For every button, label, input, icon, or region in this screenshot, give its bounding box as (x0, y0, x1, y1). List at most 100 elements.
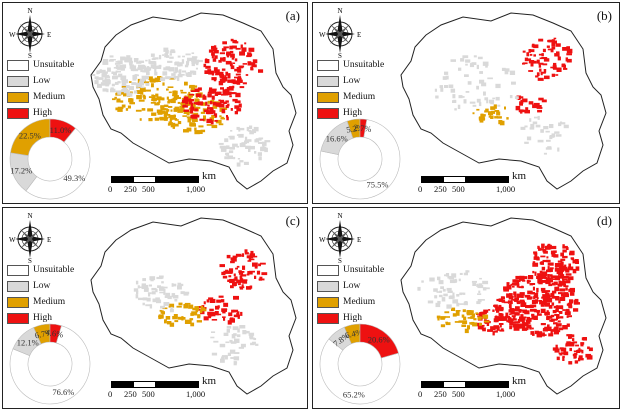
suitability-patch-low (94, 80, 99, 85)
suitability-patch-low (104, 76, 111, 79)
suitability-patch-low (237, 158, 241, 160)
suitability-patch-high (565, 287, 568, 291)
suitability-patch-high (529, 49, 535, 53)
suitability-patch-medium (160, 310, 164, 314)
suitability-patch-high (512, 286, 515, 288)
suitability-patch-high (563, 285, 569, 288)
plateau-outline (400, 12, 607, 190)
legend-label-high: High (343, 108, 362, 118)
legend-swatch-high (317, 312, 339, 324)
suitability-patch-high (519, 101, 523, 106)
suitability-patch-high (216, 299, 222, 303)
suitability-patch-high (512, 323, 519, 328)
legend-item-high: High (317, 311, 384, 325)
suitability-patch-high (211, 52, 215, 56)
suitability-patch-high (505, 312, 509, 317)
suitability-patch-low (497, 104, 501, 107)
suitability-patch-low (116, 70, 121, 73)
legend-item-low: Low (317, 74, 384, 88)
suitability-patch-high (492, 331, 495, 336)
suitability-patch-high (234, 58, 238, 62)
compass-n: N (337, 7, 342, 15)
suitability-patch-medium (135, 109, 142, 112)
suitability-patch-high (580, 358, 584, 361)
suitability-patch-medium (139, 87, 146, 92)
suitability-patch-high (560, 258, 566, 261)
scale-tick: 500 (452, 389, 465, 399)
suitability-patch-high (252, 262, 258, 267)
suitability-patch-high (214, 55, 218, 59)
suitability-patch-high (581, 349, 584, 354)
suitability-patch-low (99, 69, 106, 73)
suitability-patch-low (473, 55, 477, 58)
suitability-patch-high (546, 256, 549, 259)
suitability-patch-high (526, 320, 530, 324)
suitability-patch-high (520, 112, 523, 114)
suitability-patch-low (437, 300, 441, 304)
suitability-patch-low (191, 52, 195, 54)
suitability-patch-high (547, 324, 550, 329)
suitability-patch-medium (477, 316, 482, 320)
suitability-patch-high (519, 317, 525, 322)
suitability-patch-high (527, 58, 532, 61)
suitability-patch-low (96, 72, 99, 75)
suitability-patch-high (534, 308, 537, 312)
suitability-patch-high (498, 304, 502, 307)
suitability-patch-high (566, 323, 570, 327)
suitability-patch-high (533, 44, 539, 49)
suitability-patch-high (203, 316, 209, 321)
suitability-patch-low (191, 62, 195, 67)
suitability-patch-medium (160, 97, 164, 99)
suitability-patch-low (158, 54, 162, 60)
suitability-patch-high (565, 280, 571, 283)
suitability-patch-high (563, 67, 568, 70)
suitability-patch-high (231, 45, 237, 49)
suitability-patch-medium (162, 110, 166, 114)
suitability-patch-high (568, 288, 571, 292)
suitability-patch-medium (159, 117, 164, 120)
suitability-patch-low (477, 56, 483, 60)
suitability-patch-high (213, 50, 218, 53)
suitability-layer (92, 38, 271, 167)
suitability-patch-medium (139, 118, 142, 121)
suitability-patch-high (539, 68, 542, 72)
suitability-patch-high (522, 98, 528, 103)
suitability-patch-low (182, 55, 185, 58)
suitability-patch-high (541, 280, 547, 283)
suitability-patch-high (538, 280, 543, 285)
suitability-patch-low (137, 67, 143, 71)
suitability-patch-high (506, 293, 512, 298)
suitability-patch-high (207, 311, 211, 316)
suitability-patch-high (532, 262, 539, 267)
suitability-patch-high (522, 276, 528, 280)
legend-label-medium: Medium (33, 92, 66, 102)
suitability-patch-high (552, 310, 557, 314)
suitability-patch-medium (186, 116, 193, 119)
suitability-patch-high (230, 50, 234, 54)
suitability-patch-medium (189, 318, 194, 321)
compass-w: W (319, 31, 326, 39)
suitability-patch-high (513, 317, 516, 321)
legend-swatch-low (317, 75, 339, 87)
suitability-patch-medium (114, 96, 117, 99)
suitability-patch-high (235, 47, 241, 50)
suitability-patch-low (151, 291, 156, 295)
suitability-patch-high (558, 311, 563, 313)
suitability-patch-high (494, 316, 500, 321)
suitability-patch-low (450, 59, 456, 62)
suitability-patch-low (169, 76, 174, 79)
suitability-patch-medium (198, 125, 204, 128)
suitability-patch-high (230, 65, 235, 70)
suitability-patch-medium (178, 302, 183, 306)
suitability-patch-high (250, 258, 255, 261)
suitability-patch-high (553, 250, 557, 253)
suitability-patch-low (433, 288, 438, 292)
suitability-patch-high (558, 352, 564, 355)
suitability-patch-low (232, 146, 235, 150)
suitability-patch-low (264, 140, 271, 143)
suitability-patch-low (234, 352, 240, 354)
suitability-patch-high (551, 245, 557, 250)
suitability-patch-high (545, 290, 551, 292)
suitability-patch-low (162, 71, 168, 76)
suitability-patch-high (242, 280, 248, 284)
